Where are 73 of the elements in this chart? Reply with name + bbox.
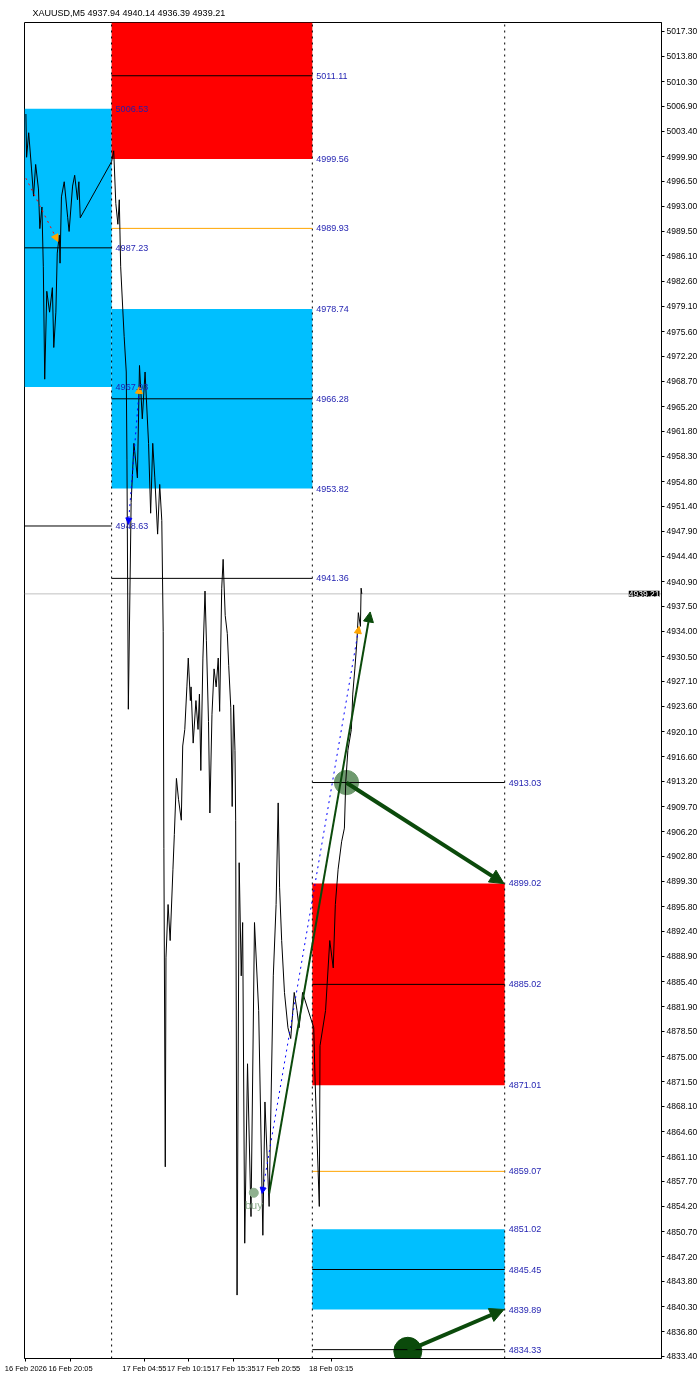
y-tick-label: 5006.90 [666, 101, 698, 112]
y-tick-label: 4847.20 [666, 1251, 698, 1262]
y-tick-label: 4920.10 [666, 726, 698, 737]
y-tick-label: 4965.20 [666, 401, 698, 412]
y-tick-label: 4986.10 [666, 250, 698, 261]
y-tick-label: 4913.20 [666, 776, 698, 787]
y-tick-label: 4961.80 [666, 426, 698, 437]
y-tick-label: 4909.70 [666, 801, 698, 812]
y-tick-label: 4972.20 [666, 351, 698, 362]
data-label: 4845.45 [508, 1264, 542, 1275]
data-label: 5011.11 [316, 70, 348, 81]
data-label: 4941.36 [316, 573, 349, 584]
data-label: 4859.07 [508, 1166, 542, 1177]
y-tick-label: 4850.70 [666, 1226, 698, 1237]
y-tick-label: 4996.50 [666, 176, 698, 187]
y-tick-label: 4916.60 [666, 751, 698, 762]
y-tick-label: 4836.80 [666, 1326, 698, 1337]
y-tick-label: 4989.50 [666, 226, 698, 237]
y-tick-label: 4868.10 [666, 1101, 698, 1112]
y-tick-label: 4902.80 [666, 851, 698, 862]
y-tick-label: 4982.60 [666, 276, 698, 287]
y-tick-label: 5010.30 [666, 76, 698, 87]
y-tick-label: 4993.00 [666, 201, 698, 212]
annotation: 4999.56 [316, 153, 349, 164]
y-tick-label: 4864.60 [666, 1126, 698, 1137]
y-tick-label: 4958.30 [666, 451, 698, 462]
annotation: 4871.01 [508, 1080, 542, 1091]
y-tick-label: 4930.50 [666, 651, 698, 662]
annotation: 4899.02 [508, 878, 542, 889]
y-tick-label: 4892.40 [666, 926, 698, 937]
y-tick-label: 4927.10 [666, 676, 698, 687]
y-tick-label: 4861.10 [666, 1151, 698, 1162]
data-label: 4989.93 [316, 223, 349, 234]
chart-title: XAUUSD,M5 4937.94 4940.14 4936.39 4939.21 [32, 7, 226, 18]
y-tick-label: 4975.60 [666, 326, 698, 337]
y-tick-label: 4954.80 [666, 476, 698, 487]
data-label: 4966.28 [316, 393, 349, 404]
y-tick-label: 4843.80 [666, 1276, 698, 1287]
y-tick-label: 4878.50 [666, 1026, 698, 1037]
annotation: 4839.89 [508, 1304, 542, 1315]
y-tick-label: 4885.40 [666, 976, 698, 987]
y-tick-label: 4947.90 [666, 526, 698, 537]
y-tick-label: 5017.30 [666, 26, 698, 37]
y-tick-label: 4881.90 [666, 1001, 698, 1012]
y-tick-label: 5003.40 [666, 126, 698, 137]
y-tick-label: 4833.40 [666, 1351, 698, 1362]
y-tick-label: 4951.40 [666, 501, 698, 512]
y-tick-label: 4899.30 [666, 876, 698, 887]
y-tick-label: 4940.90 [666, 576, 698, 587]
y-tick-label: 4857.70 [666, 1176, 698, 1187]
ref-line-label: 4939.21 [628, 588, 660, 599]
annotation: 4978.74 [316, 304, 349, 315]
y-tick-label: 4999.90 [666, 151, 698, 162]
y-tick-label: 4895.80 [666, 901, 698, 912]
y-tick-label: 4854.20 [666, 1201, 698, 1212]
y-tick-label: 4875.00 [666, 1051, 698, 1062]
y-tick-label: 4968.70 [666, 376, 698, 387]
data-label: 4885.02 [508, 979, 542, 990]
y-tick-label: 4871.50 [666, 1076, 698, 1087]
y-tick-label: 4979.10 [666, 301, 698, 312]
annotation: 4851.02 [508, 1224, 542, 1235]
annotation: 5006.53 [115, 103, 149, 114]
y-tick-label: 4840.30 [666, 1301, 698, 1312]
data-label: 4834.33 [508, 1344, 542, 1355]
y-tick-label: 4906.20 [666, 826, 698, 837]
y-tick-label: 4923.60 [666, 701, 698, 712]
data-label: 4913.03 [508, 777, 542, 788]
annotation: 4953.82 [316, 483, 349, 494]
y-tick-label: 4934.00 [666, 626, 698, 637]
y-tick-label: 4888.90 [666, 951, 698, 962]
y-tick-label: 4944.40 [666, 551, 698, 562]
y-tick-label: 4937.50 [666, 601, 698, 612]
y-tick-label: 5013.80 [666, 51, 698, 62]
